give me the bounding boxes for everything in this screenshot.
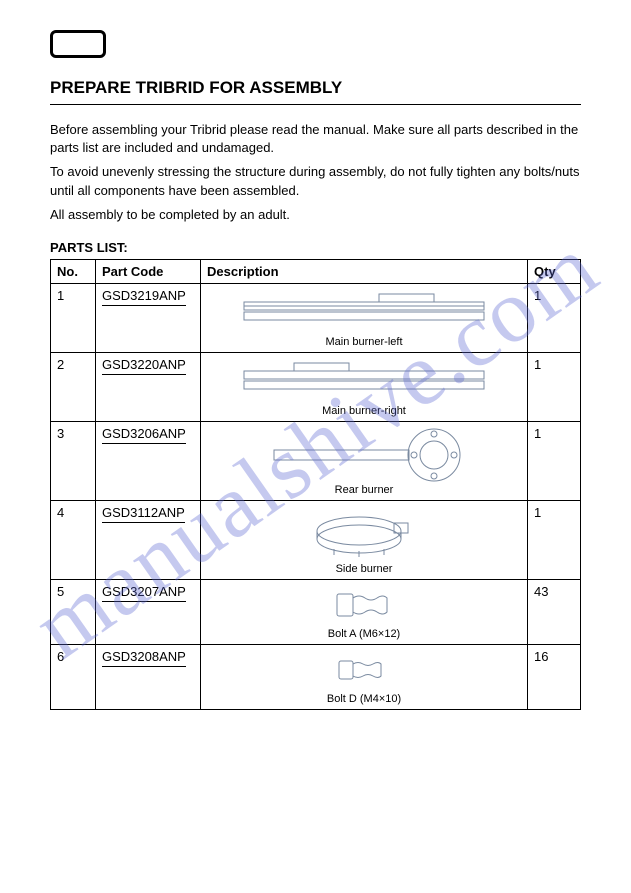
bolt-d-icon	[329, 649, 399, 693]
cell-no: 6	[51, 644, 96, 709]
intro-p1: Before assembling your Tribrid please re…	[50, 121, 581, 157]
intro-p2: To avoid unevenly stressing the structur…	[50, 163, 581, 199]
table-header-row: No. Part Code Description Qty	[51, 259, 581, 283]
burner-left-icon	[234, 288, 494, 336]
parts-list-title: PARTS LIST:	[50, 240, 581, 255]
cell-desc: Rear burner	[201, 421, 528, 500]
table-row: 1 GSD3219ANP Main burner-left 1	[51, 283, 581, 352]
manual-icon	[50, 30, 106, 58]
col-qty: Qty	[528, 259, 581, 283]
intro-text: Before assembling your Tribrid please re…	[50, 121, 581, 224]
cell-no: 3	[51, 421, 96, 500]
table-row: 4 GSD3112ANP Side burner 1	[51, 500, 581, 579]
cell-no: 1	[51, 283, 96, 352]
cell-qty: 1	[528, 500, 581, 579]
side-burner-icon	[304, 505, 424, 563]
parts-table: No. Part Code Description Qty 1 GSD3219A…	[50, 259, 581, 710]
intro-p3: All assembly to be completed by an adult…	[50, 206, 581, 224]
cell-code: GSD3220ANP	[96, 352, 201, 421]
table-row: 3 GSD3206ANP Rear burner 1	[51, 421, 581, 500]
cell-desc: Bolt D (M4×10)	[201, 644, 528, 709]
cell-code: GSD3112ANP	[96, 500, 201, 579]
burner-right-icon	[234, 357, 494, 405]
col-no: No.	[51, 259, 96, 283]
cell-desc: Bolt A (M6×12)	[201, 579, 528, 644]
col-desc: Description	[201, 259, 528, 283]
cell-desc: Main burner-left	[201, 283, 528, 352]
table-row: 2 GSD3220ANP Main burner-right 1	[51, 352, 581, 421]
cell-qty: 16	[528, 644, 581, 709]
table-row: 5 GSD3207ANP Bolt A (M6×12) 43	[51, 579, 581, 644]
table-row: 6 GSD3208ANP Bolt D (M4×10) 16	[51, 644, 581, 709]
cell-qty: 43	[528, 579, 581, 644]
bolt-a-icon	[329, 584, 399, 628]
cell-qty: 1	[528, 352, 581, 421]
cell-no: 4	[51, 500, 96, 579]
cell-desc: Main burner-right	[201, 352, 528, 421]
cell-no: 5	[51, 579, 96, 644]
cell-qty: 1	[528, 283, 581, 352]
cell-code: GSD3206ANP	[96, 421, 201, 500]
cell-qty: 1	[528, 421, 581, 500]
section-title: PREPARE TRIBRID FOR ASSEMBLY	[50, 78, 581, 105]
col-code: Part Code	[96, 259, 201, 283]
cell-code: GSD3208ANP	[96, 644, 201, 709]
rear-burner-icon	[254, 426, 474, 484]
cell-no: 2	[51, 352, 96, 421]
cell-desc: Side burner	[201, 500, 528, 579]
cell-code: GSD3207ANP	[96, 579, 201, 644]
cell-code: GSD3219ANP	[96, 283, 201, 352]
